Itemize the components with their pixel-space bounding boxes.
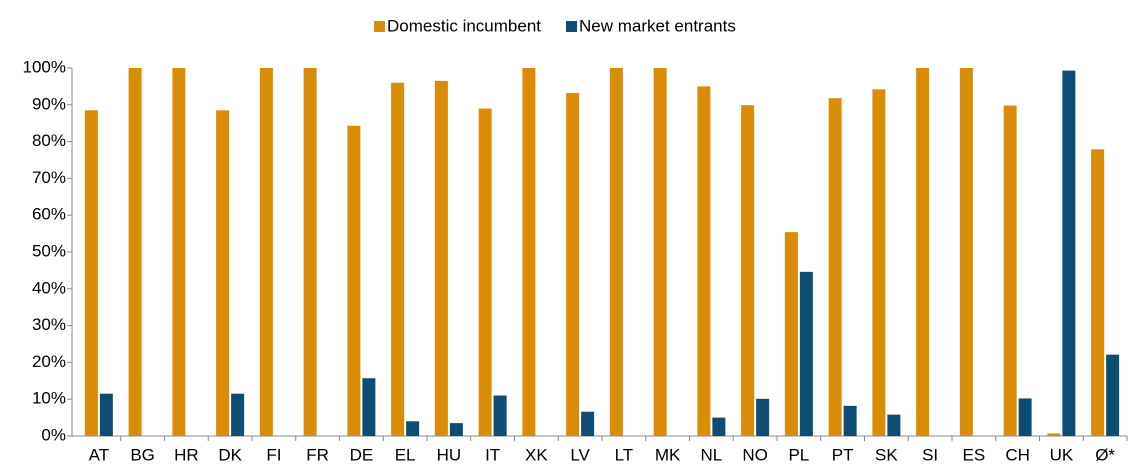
x-tick-label: LV [570,445,590,464]
x-tick-label: EL [395,445,416,464]
legend-swatch [566,21,578,32]
y-tick-label: 60% [32,205,66,224]
bar [756,398,770,436]
bar [347,125,361,436]
x-tick-label: XK [525,445,548,464]
legend-label: New market entrants [579,16,736,35]
bar [566,93,580,437]
bar [303,68,317,436]
x-tick-label: HR [174,445,199,464]
x-tick-label: HU [437,445,462,464]
x-tick-label: ES [963,445,986,464]
x-tick-label: SI [922,445,938,464]
bar [712,417,726,436]
bar [259,68,273,436]
x-tick-label: BG [130,445,155,464]
bar [799,271,813,436]
y-tick-label: 30% [32,315,66,334]
bar [653,68,667,436]
bar [741,105,755,436]
y-tick-label: 10% [32,389,66,408]
bar [172,68,186,436]
x-tick-label: FR [306,445,329,464]
x-tick-label: CH [1005,445,1030,464]
bar [493,395,507,436]
x-tick-label: NO [742,445,768,464]
y-tick-label: 0% [41,425,66,444]
bar [231,393,245,436]
y-tick-label: 50% [32,241,66,260]
bar [216,110,230,436]
bar [1018,398,1032,436]
legend-swatch [374,21,385,32]
x-tick-label: IT [485,445,500,464]
bar [784,232,798,436]
bar [391,82,405,436]
bar [887,414,901,436]
x-tick-label: UK [1050,445,1074,464]
bar [84,110,98,436]
y-tick-label: 70% [32,168,66,187]
bar [843,405,857,436]
y-tick-label: 20% [32,352,66,371]
x-tick-label: AT [89,445,109,464]
y-tick-label: 40% [32,278,66,297]
bar [1047,433,1061,436]
y-tick-label: 100% [23,57,66,76]
bar [828,98,842,437]
bar [1091,149,1105,436]
bar [434,80,448,436]
bar [128,68,142,436]
x-tick-label: FI [266,445,281,464]
x-tick-label: PT [832,445,854,464]
x-tick-label: PL [788,445,809,464]
x-tick-label: NL [701,445,723,464]
bar [362,378,376,436]
bar [581,411,595,436]
legend-label: Domestic incumbent [387,16,541,35]
bar [872,89,886,437]
x-tick-label: LT [615,445,634,464]
bar [916,68,930,436]
x-tick-label: MK [655,445,681,464]
x-tick-label: SK [875,445,898,464]
bar [1106,354,1120,436]
y-tick-label: 80% [32,131,66,150]
bar [406,421,420,436]
bar [522,68,536,436]
bar [1062,70,1076,437]
bar [99,393,113,436]
bar [478,108,492,436]
bar [609,68,623,436]
x-tick-label: DE [350,445,374,464]
x-tick-label: DK [218,445,242,464]
bar [449,423,463,436]
x-tick-label: Ø* [1095,445,1115,464]
y-tick-label: 90% [32,94,66,113]
bar [1003,105,1017,436]
bar [959,68,973,436]
bar [697,86,711,437]
